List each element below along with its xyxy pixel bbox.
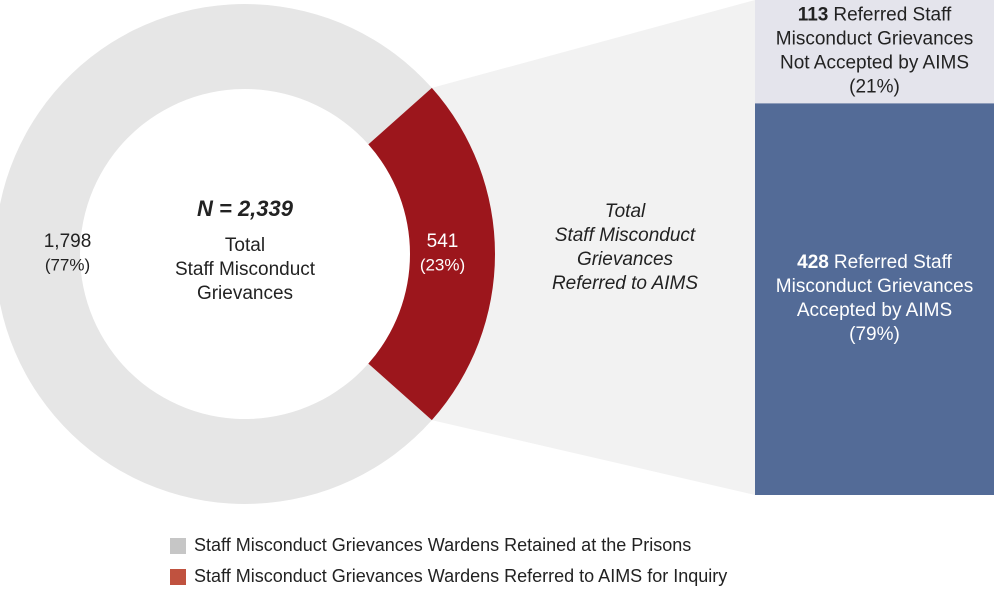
percent-label: (77%) (45, 255, 90, 274)
breakdown-text: 113 Referred Staff (798, 5, 952, 26)
connector-text: Total (605, 201, 646, 222)
connector-text: Referred to AIMS (552, 273, 698, 294)
legend-swatch (170, 538, 186, 554)
legend-label: Staff Misconduct Grievances Wardens Refe… (194, 566, 727, 586)
center-text: Grievances (197, 283, 293, 304)
percent-label: (23%) (420, 255, 465, 274)
center-title: N = 2,339 (197, 196, 294, 221)
connector-text: Staff Misconduct (555, 225, 696, 246)
breakdown-text: Misconduct Grievances (776, 276, 973, 297)
legend-swatch (170, 569, 186, 585)
donut-segment (368, 87, 496, 421)
breakdown-value: 428 (797, 252, 829, 273)
breakdown-text: Not Accepted by AIMS (780, 53, 969, 74)
breakdown-text: 428 Referred Staff (797, 252, 952, 273)
breakdown-percent: (79%) (849, 324, 900, 345)
connector (431, 0, 755, 495)
breakdown-bar (755, 103, 994, 495)
breakdown-bar (755, 0, 994, 104)
connector-text: Grievances (577, 249, 674, 270)
legend-label: Staff Misconduct Grievances Wardens Reta… (194, 535, 691, 555)
breakdown-value: 113 (798, 5, 829, 26)
center-text: Total (225, 235, 265, 256)
breakdown-text: Referred Staff (833, 5, 952, 26)
breakdown-percent: (21%) (849, 77, 900, 98)
value-label: 1,798 (44, 231, 92, 252)
value-label: 541 (427, 231, 459, 252)
center-text: Staff Misconduct (175, 259, 316, 280)
donut-segment (0, 4, 432, 504)
breakdown-text: Referred Staff (834, 252, 953, 273)
breakdown-text: Accepted by AIMS (797, 300, 952, 321)
breakdown-text: Misconduct Grievances (776, 29, 973, 50)
